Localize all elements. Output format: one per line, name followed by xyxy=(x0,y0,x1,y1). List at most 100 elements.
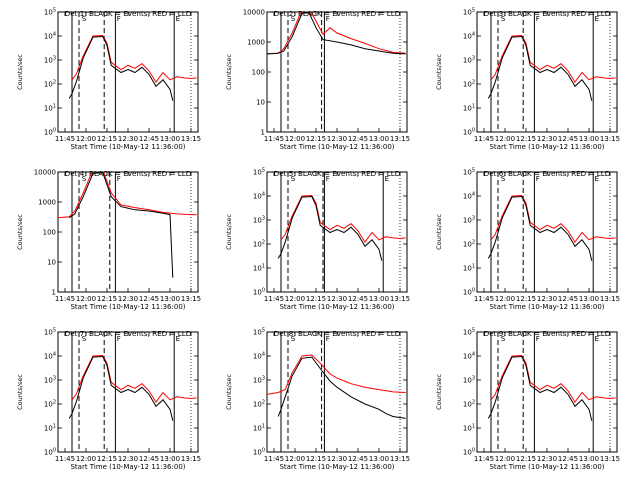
x-tick-label: 13:00 xyxy=(160,455,180,463)
x-tick-label: 12:45 xyxy=(348,455,368,463)
y-axis-label: Counts/sec xyxy=(225,214,233,250)
marker-label: E xyxy=(595,335,599,343)
y-tick-label: 103 xyxy=(253,376,265,385)
x-tick-label: 12:00 xyxy=(76,135,96,143)
marker-label: F xyxy=(326,335,330,343)
y-tick-label: 100 xyxy=(43,229,56,237)
y-tick-label: 100 xyxy=(463,288,475,297)
series-line-events xyxy=(277,356,406,419)
y-tick-label: 105 xyxy=(463,168,475,177)
panel-det-4: Det 4: BLACK = Events, RED = LLD11010010… xyxy=(16,169,201,312)
panel-det-1: Det 1: BLACK = Events, RED = LLD10010110… xyxy=(16,8,201,152)
y-tick-label: 102 xyxy=(253,240,265,249)
y-tick-label: 102 xyxy=(44,400,56,409)
y-tick-exponent: 2 xyxy=(472,80,475,86)
y-tick-label: 104 xyxy=(463,32,475,41)
x-tick-label: 13:15 xyxy=(390,455,410,463)
series-line-lld xyxy=(71,354,197,403)
y-tick-label: 10 xyxy=(47,259,56,267)
series-line-events xyxy=(487,195,593,261)
y-tick-label: 1000 xyxy=(247,39,265,47)
y-tick-label: 101 xyxy=(253,264,265,273)
series-line-events xyxy=(68,355,174,421)
marker-label: F xyxy=(117,175,121,183)
marker-label: S xyxy=(82,15,87,23)
x-tick-label: 11:45 xyxy=(55,135,75,143)
marker-label: S xyxy=(501,15,506,23)
y-tick-label: 102 xyxy=(44,80,56,89)
series-line-events xyxy=(277,195,383,261)
marker-label: S xyxy=(82,335,87,343)
x-tick-label: 12:30 xyxy=(537,295,557,303)
y-tick-exponent: 4 xyxy=(262,192,265,198)
marker-label: S xyxy=(82,175,87,183)
x-tick-label: 12:15 xyxy=(306,295,326,303)
y-tick-label: 104 xyxy=(253,352,265,361)
y-axis-label: Counts/sec xyxy=(16,214,24,250)
series-line-lld xyxy=(267,354,406,395)
panel-det-9: Det 9: BLACK = Events, RED = LLD10010110… xyxy=(435,328,620,472)
series-line-events xyxy=(267,12,406,55)
panel-det-3: Det 3: BLACK = Events, RED = LLD10010110… xyxy=(435,8,620,152)
y-tick-label: 103 xyxy=(463,56,475,65)
x-axis-label: Start Time (10-May-12 11:36:00) xyxy=(279,463,394,471)
x-axis-label: Start Time (10-May-12 11:36:00) xyxy=(279,143,394,151)
y-tick-label: 104 xyxy=(44,352,56,361)
series-line-events xyxy=(68,172,174,278)
y-tick-label: 103 xyxy=(253,216,265,225)
x-tick-label: 12:00 xyxy=(76,295,96,303)
y-tick-label: 101 xyxy=(463,104,475,113)
x-tick-label: 13:00 xyxy=(369,455,389,463)
x-tick-label: 12:45 xyxy=(139,295,159,303)
y-tick-label: 105 xyxy=(44,328,56,337)
series-line-lld xyxy=(280,194,406,243)
y-tick-exponent: 0 xyxy=(53,128,56,134)
panel-det-2: Det 2: BLACK = Events, RED = LLD11010010… xyxy=(225,9,410,152)
y-tick-exponent: 2 xyxy=(262,240,265,246)
x-tick-label: 12:00 xyxy=(495,295,515,303)
y-tick-exponent: 5 xyxy=(262,168,265,174)
y-tick-label: 105 xyxy=(253,168,265,177)
y-tick-label: 104 xyxy=(463,192,475,201)
marker-label: E xyxy=(385,175,389,183)
y-tick-exponent: 5 xyxy=(472,168,475,174)
y-tick-exponent: 0 xyxy=(53,448,56,454)
y-tick-exponent: 5 xyxy=(53,8,56,14)
x-axis-label: Start Time (10-May-12 11:36:00) xyxy=(279,303,394,311)
x-tick-label: 13:15 xyxy=(181,135,201,143)
y-tick-exponent: 0 xyxy=(472,448,475,454)
x-tick-label: 12:15 xyxy=(97,455,117,463)
series-line-events xyxy=(487,35,593,101)
y-tick-exponent: 2 xyxy=(262,400,265,406)
marker-label: S xyxy=(501,175,506,183)
panel-det-8: Det 8: BLACK = Events, RED = LLD10010110… xyxy=(225,328,410,472)
x-tick-label: 12:30 xyxy=(327,295,347,303)
x-tick-label: 13:15 xyxy=(390,295,410,303)
y-tick-label: 102 xyxy=(253,400,265,409)
marker-label: S xyxy=(291,335,296,343)
marker-label: F xyxy=(326,175,330,183)
y-tick-exponent: 3 xyxy=(472,216,475,222)
x-tick-label: 13:15 xyxy=(600,295,620,303)
x-tick-label: 12:15 xyxy=(97,295,117,303)
x-tick-label: 12:00 xyxy=(495,135,515,143)
x-tick-label: 13:00 xyxy=(160,135,180,143)
y-tick-exponent: 0 xyxy=(262,448,265,454)
marker-label: F xyxy=(117,335,121,343)
y-tick-label: 101 xyxy=(463,264,475,273)
x-axis-label: Start Time (10-May-12 11:36:00) xyxy=(70,303,185,311)
marker-label: F xyxy=(117,15,121,23)
x-tick-label: 12:45 xyxy=(558,455,578,463)
y-tick-exponent: 4 xyxy=(472,32,475,38)
x-tick-label: 11:45 xyxy=(474,295,494,303)
y-tick-label: 100 xyxy=(463,448,475,457)
y-axis-label: Counts/sec xyxy=(16,54,24,90)
y-axis-label: Counts/sec xyxy=(435,214,443,250)
x-tick-label: 12:15 xyxy=(516,455,536,463)
